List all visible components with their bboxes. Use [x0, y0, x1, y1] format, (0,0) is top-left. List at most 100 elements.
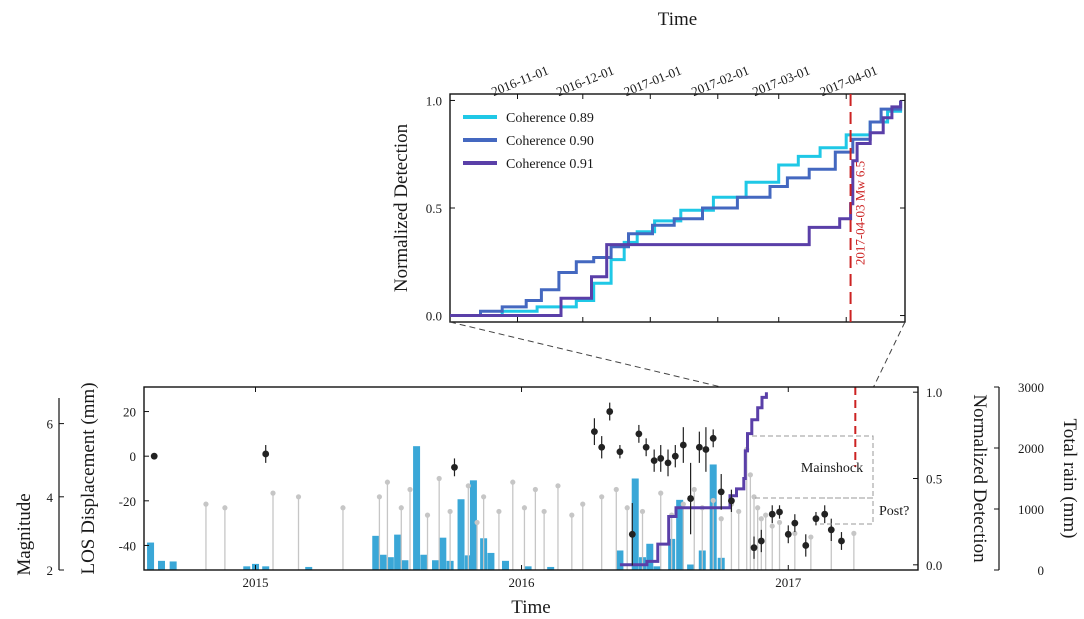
los-point	[695, 443, 703, 451]
quake-marker	[295, 494, 302, 500]
quake-marker	[447, 508, 453, 515]
quake-marker	[808, 534, 814, 540]
rain-bar	[676, 499, 684, 570]
quake-marker	[851, 530, 857, 537]
los-point	[591, 428, 598, 436]
detection-line	[619, 392, 768, 567]
los-point	[606, 408, 614, 415]
los-axis-title: LOS Displacement (mm)	[78, 382, 99, 574]
rain-bar	[687, 564, 695, 570]
los-point	[757, 537, 765, 545]
y-tick-label: 2	[47, 563, 54, 578]
detection-axis-title: Normalized Detection	[969, 394, 990, 563]
quake-marker	[776, 519, 783, 526]
main-panel: 20 0 -20 -40 LOS Displacement (mm) 6 4 2 Magnitu…	[14, 380, 1080, 618]
y-tick-label: 1.0	[426, 93, 442, 108]
quake-marker	[792, 530, 798, 537]
los-point	[812, 515, 820, 523]
rain-bar	[413, 446, 421, 570]
rain-bar	[457, 499, 465, 570]
los-point	[671, 452, 679, 460]
quake-marker	[763, 512, 769, 518]
mainshock-annotation: Mainshock	[801, 461, 863, 476]
quake-marker	[747, 472, 753, 478]
inset-x-axis-title: Time	[658, 9, 697, 30]
rain-bar	[653, 566, 661, 570]
y-tick-label: -20	[119, 494, 136, 509]
quake-marker	[555, 483, 561, 489]
y-tick-label: 0.0	[426, 309, 442, 324]
mainshock-bracket	[752, 435, 874, 499]
los-point	[791, 519, 799, 527]
rain-bar	[169, 561, 177, 570]
quake-marker	[755, 505, 761, 511]
rain-bar	[469, 480, 477, 570]
los-point	[262, 450, 270, 458]
los-point	[650, 457, 658, 465]
rain-bar	[262, 566, 270, 570]
rain-bar	[547, 566, 555, 570]
y-tick-label: 20	[123, 405, 136, 420]
rain-bar	[646, 543, 654, 570]
quake-marker	[474, 519, 480, 526]
quake-marker	[691, 486, 697, 493]
los-point	[451, 463, 458, 471]
los-point	[768, 510, 776, 518]
los-point	[150, 452, 158, 460]
rain-bar	[372, 535, 380, 570]
quake-marker	[270, 490, 276, 496]
quake-marker	[758, 516, 764, 522]
los-point	[642, 443, 650, 451]
rain-bar	[147, 542, 155, 570]
quake-marker	[710, 497, 716, 504]
los-point	[679, 441, 687, 449]
y-tick-label: 0	[1038, 563, 1045, 578]
quake-marker	[521, 505, 528, 511]
rain-bar	[432, 560, 440, 570]
rain-bar	[386, 557, 394, 570]
legend-label: Coherence 0.90	[506, 134, 594, 149]
quake-marker	[340, 505, 346, 511]
y-tick-label: 0.5	[926, 472, 942, 487]
los-point	[821, 510, 829, 518]
rain-bar	[631, 478, 639, 570]
rain-bar	[616, 550, 624, 570]
rain-axis-title: Total rain (mm)	[1059, 418, 1080, 538]
los-point	[664, 459, 672, 467]
magnitude-axis-title: Magnitude	[14, 493, 35, 575]
los-point	[784, 530, 792, 538]
rain-bar	[439, 537, 447, 570]
los-point	[687, 495, 695, 502]
x-axis-title: Time	[511, 597, 550, 618]
post-annotation: Post?	[879, 504, 909, 519]
los-point	[827, 526, 835, 534]
quake-marker	[580, 501, 586, 507]
y-tick-label: 3000	[1018, 380, 1044, 395]
los-point	[598, 443, 606, 451]
y-tick-label: -40	[119, 538, 136, 553]
y-tick-label: 0.5	[426, 201, 442, 216]
y-tick-label: 0	[130, 449, 137, 464]
inset-y-axis-title: Normalized Detection	[391, 123, 412, 292]
quake-marker	[436, 475, 442, 482]
quake-marker	[624, 505, 630, 511]
x-tick-label: 2016	[509, 575, 536, 590]
inset-frame	[449, 93, 906, 323]
quake-marker	[424, 512, 431, 518]
y-tick-label: 2000	[1018, 441, 1044, 456]
los-point	[616, 448, 624, 456]
los-point	[750, 544, 758, 552]
los-point	[635, 430, 643, 438]
y-tick-label: 0.0	[926, 558, 942, 573]
quake-marker	[465, 483, 471, 489]
rain-bar	[401, 560, 409, 570]
quake-marker	[599, 494, 605, 500]
quake-marker	[384, 479, 391, 485]
quake-marker	[481, 494, 487, 500]
y-tick-label: 1000	[1018, 502, 1044, 517]
quake-marker	[541, 508, 547, 515]
quake-marker	[203, 501, 209, 507]
los-point	[657, 455, 665, 462]
quake-marker	[751, 494, 757, 500]
